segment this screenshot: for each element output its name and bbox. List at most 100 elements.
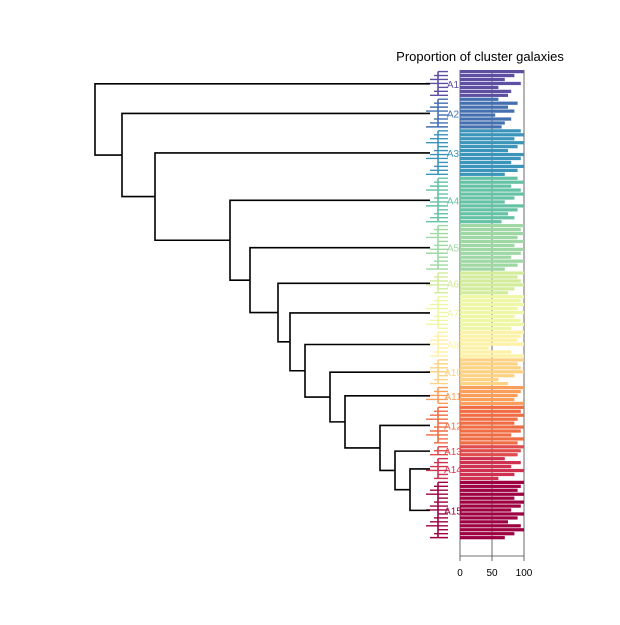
bar-A7-0 [460,295,524,299]
bar-A5-7 [460,251,521,255]
bar-A4-8 [460,208,518,212]
bar-A7-5 [460,314,515,319]
bar-A1-4 [460,85,499,90]
label-gap-A2 [449,97,459,130]
bar-A15-13 [460,532,515,536]
bar-A8-4 [460,346,489,350]
merge-2 [379,424,430,472]
bar-A4-0 [460,176,518,180]
merge-8 [249,246,430,314]
cluster-label-A14: A14 [444,465,462,476]
merge-11 [121,112,430,198]
bar-A7-1 [460,299,521,303]
bar-A12-8 [460,437,524,441]
bar-A7-8 [460,326,512,330]
bar-A7-4 [460,310,524,315]
cluster-label-A12: A12 [444,421,462,432]
bar-A7-3 [460,306,518,311]
cluster-label-A13: A13 [444,447,462,458]
merge-0 [409,468,430,512]
merge-5 [304,343,430,398]
label-gap-A6 [449,271,459,296]
bar-A14-0 [460,457,505,461]
bar-A8-0 [460,330,524,334]
x-tick-label-0: 0 [457,568,463,579]
bar-A7-2 [460,303,524,307]
bar-A5-6 [460,247,524,251]
bar-A14-4 [460,472,515,477]
bar-A12-1 [460,409,521,413]
label-gap-A8 [449,330,459,359]
bar-A3-7 [460,156,521,161]
bar-A3-10 [460,168,518,172]
x-tick-label-2: 100 [516,568,533,579]
label-gap-A4 [449,176,459,225]
bar-A4-2 [460,184,512,188]
bar-A11-0 [460,385,524,390]
bar-A3-9 [460,164,524,169]
merge-9 [229,199,430,281]
bar-A3-3 [460,141,524,145]
label-gap-A11 [449,385,459,406]
bar-A15-9 [460,516,518,520]
bar-A12-2 [460,413,524,417]
bar-A12-0 [460,405,524,409]
bar-A15-2 [460,488,518,492]
bar-A5-10 [460,263,518,267]
bar-A14-5 [460,476,499,481]
bar-A5-0 [460,224,524,228]
bar-A13-0 [460,445,524,449]
label-gap-A14 [449,457,459,481]
cluster-label-A6: A6 [447,279,460,290]
bar-A1-0 [460,70,524,74]
bar-A12-7 [460,433,512,437]
bar-A8-3 [460,342,524,346]
bar-A6-2 [460,279,521,283]
bar-A1-6 [460,93,508,97]
cluster-label-A15: A15 [444,506,462,517]
label-gap-A10 [449,358,459,386]
bar-A10-0 [460,358,524,362]
cluster-label-A7: A7 [447,309,460,320]
label-gap-A5 [449,224,459,272]
bar-A11-3 [460,397,515,402]
bar-A3-6 [460,152,524,157]
cluster-label-A10: A10 [444,368,462,379]
bar-A14-1 [460,461,521,465]
bar-A13-1 [460,449,521,453]
bar-A5-4 [460,239,524,244]
label-gap-A1 [449,70,459,98]
bar-A7-6 [460,318,521,323]
label-gap-A15 [449,480,459,540]
bar-A2-0 [460,97,499,101]
bar-A3-1 [460,133,524,137]
bar-A14-3 [460,468,524,473]
bar-A12-6 [460,429,521,433]
bar-A12-3 [460,417,518,421]
bar-A8-5 [460,350,512,354]
bar-A6-3 [460,283,524,287]
label-gap-A12 [449,405,459,446]
bar-A5-5 [460,243,515,248]
bar-A15-14 [460,536,505,540]
bar-A10-2 [460,366,521,370]
bar-A15-12 [460,528,524,532]
bar-A15-10 [460,520,508,524]
bar-A15-6 [460,504,521,508]
cluster-label-A11: A11 [444,392,461,403]
bar-A12-4 [460,421,515,425]
bar-A15-7 [460,508,512,512]
bar-A4-5 [460,196,515,200]
bar-A5-11 [460,267,505,271]
cluster-label-A5: A5 [447,244,460,255]
bar-A15-0 [460,480,524,484]
cluster-label-A3: A3 [447,149,460,160]
bar-A3-11 [460,172,505,176]
bar-A2-1 [460,101,518,105]
bar-A15-1 [460,484,521,488]
cluster-labels: A1 A2 A3 A4 A5 A6 A7 A8 A10 A11 A12 A13 A14 A15 [444,70,462,540]
bar-A11-2 [460,393,518,398]
bar-A4-9 [460,212,508,216]
